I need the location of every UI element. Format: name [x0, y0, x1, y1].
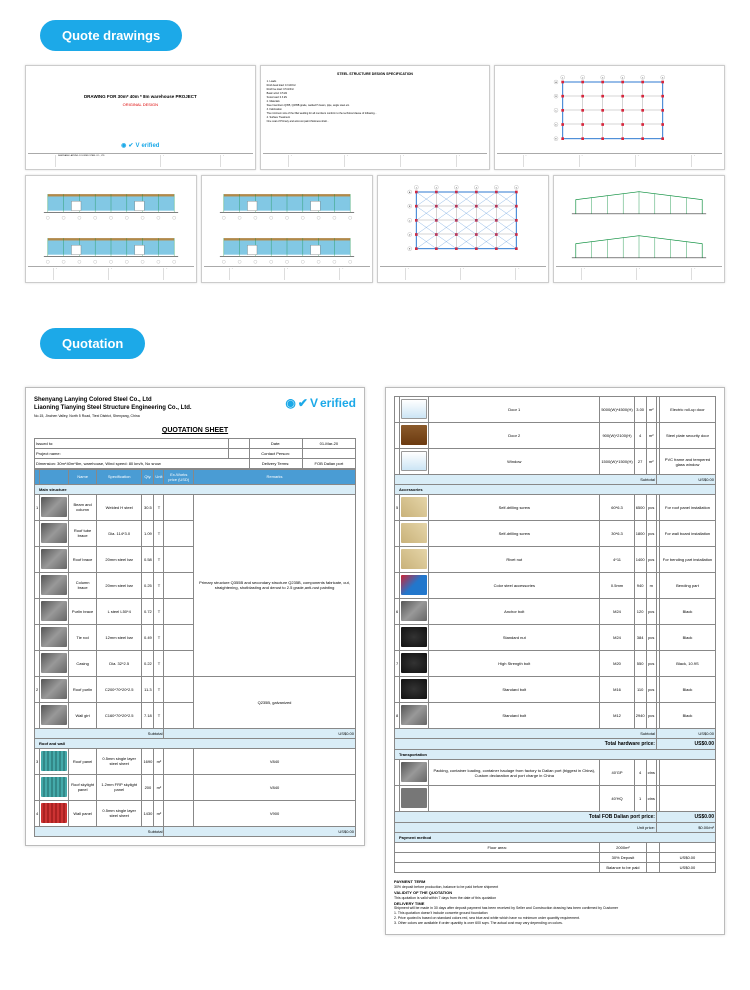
- svg-text:A: A: [409, 191, 411, 194]
- cover-subtitle: ORIGINAL DESIGN: [32, 102, 249, 107]
- drawing-spec: STEEL STRUCTURE DESIGN SPECIFICATION 1. …: [260, 65, 491, 170]
- drawing-elev-1: ---: [25, 175, 197, 283]
- elev-svg: [32, 182, 190, 222]
- footer-notes: PAYMENT TERM30% deposit before productio…: [394, 879, 716, 926]
- drawing-section: ---: [553, 175, 725, 283]
- quotation-section: Quotation Shenyang Lanying Colored Steel…: [25, 328, 725, 935]
- svg-text:A: A: [556, 81, 558, 84]
- drawing-plan-1: 123456ABCDE ----: [494, 65, 725, 170]
- company-block: Shenyang Lanying Colored Steel Co., Ltd …: [34, 396, 192, 419]
- quote-sheet-1: Shenyang Lanying Colored Steel Co., Ltd …: [25, 387, 365, 846]
- quote-sheets: Shenyang Lanying Colored Steel Co., Ltd …: [25, 387, 725, 935]
- drawing-plan-2: 123456ABCDE ---: [377, 175, 549, 283]
- elev-svg: [208, 182, 366, 222]
- spec-title: STEEL STRUCTURE DESIGN SPECIFICATION: [267, 72, 484, 76]
- quote-meta-table: Issued to:Date:01-Mar-20 Project name:Co…: [34, 438, 356, 469]
- drawings-row-2: --- --- 123456ABCDE --- ---: [25, 175, 725, 283]
- verified-badge: Verified: [121, 142, 159, 149]
- plan-svg: 123456ABCDE: [384, 182, 542, 262]
- section-svg: [560, 226, 718, 266]
- drawings-header: Quote drawings: [40, 20, 182, 51]
- section-svg: [560, 182, 718, 222]
- elev-svg: [208, 226, 366, 266]
- quote-table-2: Door 15000(W)*4500(H)3.00m²Electric roll…: [394, 396, 716, 873]
- quotation-header: Quotation: [40, 328, 145, 359]
- drawings-row-1: DRAWING FOR 30m* 40m * 8m warehouse PROJ…: [25, 65, 725, 170]
- spec-body: 1. LoadsRoof dead load: 0.3 kN/m²Roof li…: [267, 80, 484, 124]
- elev-svg: [32, 226, 190, 266]
- verified-badge: Verified: [285, 396, 356, 410]
- cover-title: DRAWING FOR 30m* 40m * 8m warehouse PROJ…: [32, 94, 249, 99]
- titleblock: ----: [263, 153, 488, 167]
- drawing-cover: DRAWING FOR 30m* 40m * 8m warehouse PROJ…: [25, 65, 256, 170]
- quotation-title: QUOTATION SHEET: [34, 427, 356, 434]
- titleblock: SHENYANG LANYING COLORED STEEL CO., LTD-…: [28, 153, 253, 167]
- plan-svg: 123456ABCDE: [501, 72, 718, 152]
- titleblock: ----: [497, 153, 722, 167]
- quote-table-1: NameSpecificationQty.UnitEx-Works price …: [34, 469, 356, 837]
- drawing-elev-2: ---: [201, 175, 373, 283]
- quote-sheet-2: Door 15000(W)*4500(H)3.00m²Electric roll…: [385, 387, 725, 935]
